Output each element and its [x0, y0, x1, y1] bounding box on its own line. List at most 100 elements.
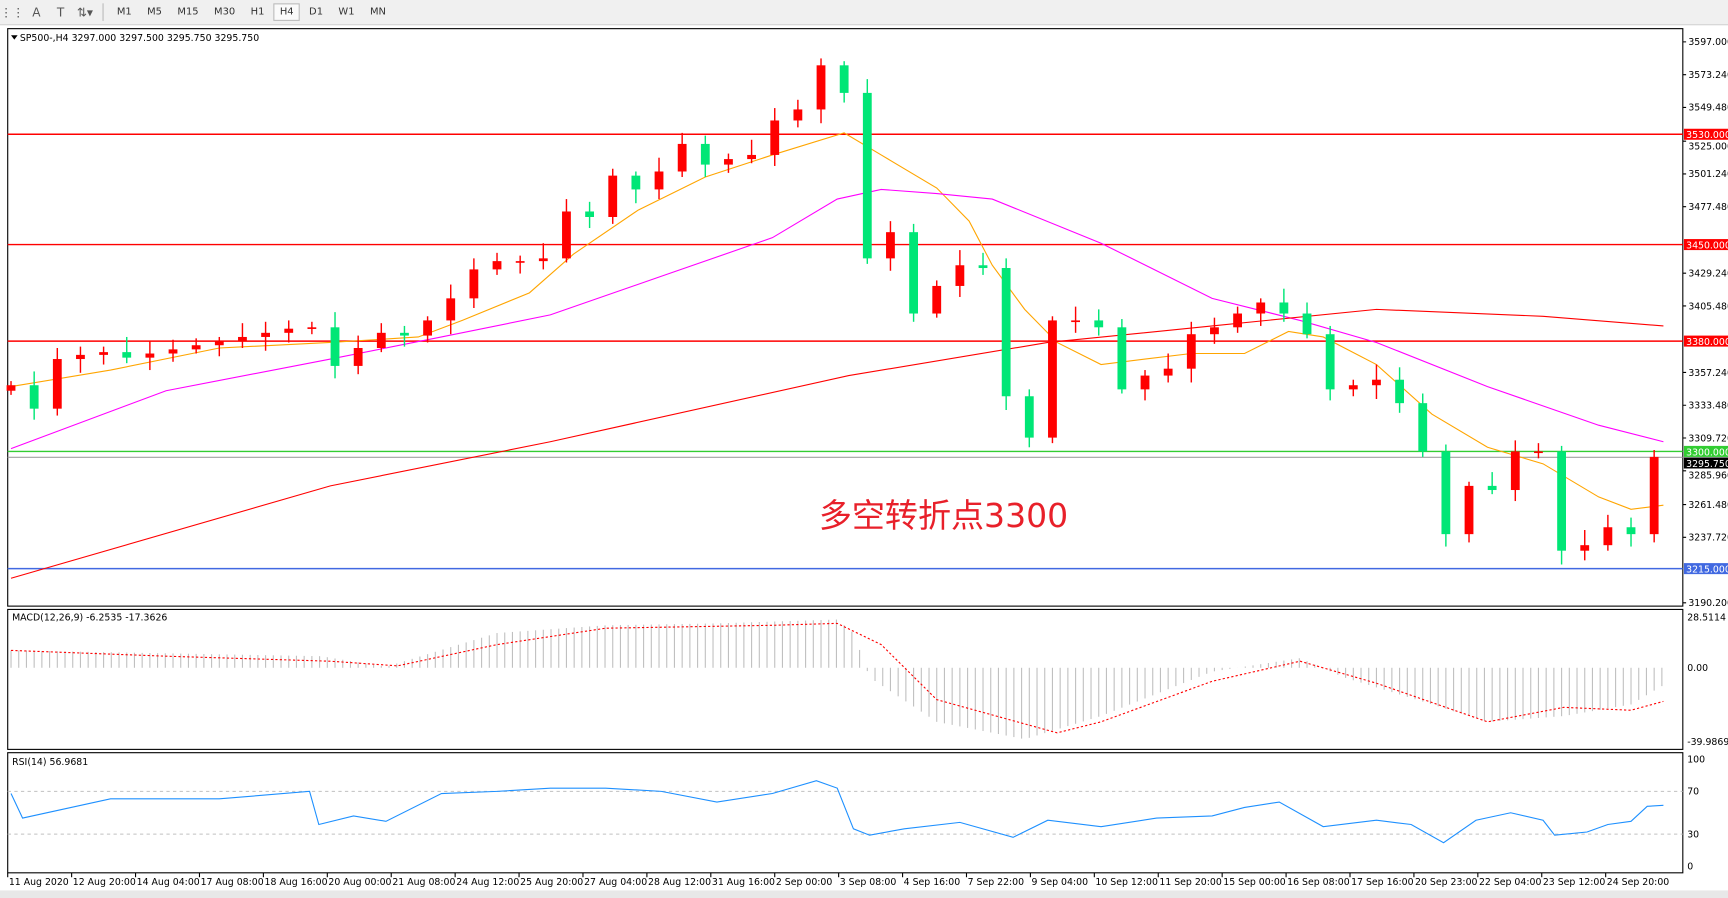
price-tick-label: 3333.480 — [1688, 401, 1728, 412]
price-tick-label: 3405.480 — [1688, 301, 1728, 312]
level-price-tag — [1683, 239, 1728, 251]
rsi-label: RSI(14) 56.9681 — [12, 757, 88, 768]
bullish-candle — [538, 258, 548, 262]
bullish-candle — [955, 265, 965, 286]
bullish-candle — [76, 354, 85, 360]
price-tick-label: 3477.480 — [1688, 202, 1728, 213]
bullish-candle — [214, 341, 224, 346]
rsi-tick-label: 30 — [1687, 829, 1699, 840]
price-tick-label: 3237.720 — [1688, 533, 1728, 544]
bullish-candle — [793, 109, 803, 121]
bullish-candle — [238, 336, 247, 342]
time-tick-label: 28 Aug 12:00 — [648, 877, 711, 888]
bullish-candle — [1580, 545, 1590, 551]
bearish-candle — [400, 332, 409, 336]
arrows-icon[interactable]: ⇅▾ — [76, 4, 93, 20]
bearish-candle — [631, 175, 641, 190]
current-price-tag — [1683, 457, 1728, 469]
bullish-candle — [886, 232, 895, 259]
macd-tick-label: 0.00 — [1687, 663, 1708, 674]
bullish-candle — [1140, 375, 1150, 390]
price-tick-label: 3501.240 — [1688, 169, 1728, 180]
bullish-candle — [1210, 327, 1219, 335]
bearish-candle — [1094, 320, 1104, 328]
bearish-candle — [585, 211, 594, 217]
price-tick-label: 3357.240 — [1688, 368, 1728, 379]
bullish-candle — [770, 120, 780, 155]
timeframe-h1[interactable]: H1 — [250, 6, 265, 18]
time-tick-label: 17 Sep 16:00 — [1351, 877, 1414, 888]
time-tick-label: 14 Aug 04:00 — [137, 877, 200, 888]
bullish-candle — [446, 298, 456, 321]
timeframe-m30[interactable]: M30 — [214, 6, 236, 18]
bearish-candle — [1418, 403, 1428, 452]
time-tick-label: 15 Sep 00:00 — [1223, 877, 1286, 888]
level-price-tag — [1683, 445, 1728, 457]
level-price-label: 3450.000 — [1686, 240, 1728, 251]
bullish-candle — [99, 352, 108, 355]
bullish-candle — [1603, 527, 1613, 546]
bullish-candle — [353, 347, 363, 366]
level-price-tag — [1683, 563, 1728, 575]
time-tick-label: 16 Sep 08:00 — [1287, 877, 1350, 888]
time-tick-label: 10 Sep 12:00 — [1095, 877, 1158, 888]
collapse-triangle-icon[interactable] — [11, 35, 18, 40]
bullish-candle — [376, 332, 386, 348]
price-tick-label: 3285.960 — [1688, 470, 1728, 481]
bullish-candle — [52, 359, 62, 409]
bullish-candle — [1163, 368, 1173, 376]
timeframe-w1[interactable]: W1 — [338, 6, 355, 18]
timeframe-d1[interactable]: D1 — [309, 6, 324, 18]
rsi-line — [10, 780, 1664, 844]
time-tick-label: 20 Sep 23:00 — [1415, 877, 1478, 888]
time-tick-label: 11 Sep 20:00 — [1159, 877, 1222, 888]
timeframe-m1[interactable]: M1 — [116, 6, 132, 18]
bullish-candle — [816, 65, 826, 110]
macd-label: MACD(12,26,9) -6.2535 -17.3626 — [12, 612, 167, 623]
price-tick-label: 3525.000 — [1688, 142, 1728, 153]
symbol-header: SP500-,H4 3297.000 3297.500 3295.750 329… — [20, 33, 259, 44]
bearish-candle — [1001, 268, 1011, 397]
bullish-candle — [677, 143, 687, 172]
bullish-candle — [1534, 451, 1543, 454]
price-tick-label: 3190.200 — [1688, 598, 1728, 609]
time-tick-label: 23 Sep 12:00 — [1543, 877, 1606, 888]
bullish-candle — [1048, 320, 1057, 438]
bearish-candle — [1279, 302, 1289, 314]
bullish-candle — [284, 328, 294, 333]
grid-icon[interactable]: ⋮⋮ — [0, 4, 25, 20]
time-tick-label: 17 Aug 08:00 — [201, 877, 264, 888]
time-tick-label: 31 Aug 16:00 — [712, 877, 775, 888]
bullish-candle — [1233, 313, 1242, 328]
pivot-annotation: 多空转折点3300 — [819, 496, 1068, 535]
level-price-label: 3300.000 — [1686, 447, 1728, 458]
main-pane — [7, 28, 1684, 607]
bearish-candle — [1557, 451, 1566, 551]
price-tick-label: 3597.000 — [1688, 37, 1728, 48]
timeframe-m15[interactable]: M15 — [177, 6, 199, 18]
timeframe-h4[interactable]: H4 — [273, 3, 301, 21]
bearish-candle — [700, 143, 710, 165]
time-tick-label: 4 Sep 16:00 — [904, 877, 961, 888]
bullish-candle — [261, 332, 270, 337]
time-tick-label: 27 Aug 04:00 — [584, 877, 647, 888]
timeframe-m5[interactable]: M5 — [147, 6, 162, 18]
macd-tick-label: -39.9869 — [1687, 737, 1728, 748]
macd-pane — [7, 608, 1684, 750]
time-tick-label: 24 Sep 20:00 — [1607, 877, 1670, 888]
price-tick-label: 3309.720 — [1688, 433, 1728, 444]
price-tick-label: 3429.240 — [1688, 269, 1728, 280]
text-label-icon[interactable]: T — [56, 4, 65, 20]
macd-tick-label: 28.5114 — [1687, 612, 1726, 623]
bullish-candle — [492, 261, 502, 270]
level-price-label: 3215.000 — [1686, 564, 1728, 575]
bullish-candle — [469, 269, 479, 299]
bearish-candle — [1117, 327, 1127, 390]
current-price-label: 3295.750 — [1686, 459, 1728, 470]
text-icon[interactable]: A — [32, 4, 41, 20]
bearish-candle — [1487, 485, 1497, 491]
timeframe-mn[interactable]: MN — [369, 6, 386, 18]
rsi-tick-label: 0 — [1687, 862, 1693, 873]
level-price-label: 3530.000 — [1686, 130, 1728, 141]
